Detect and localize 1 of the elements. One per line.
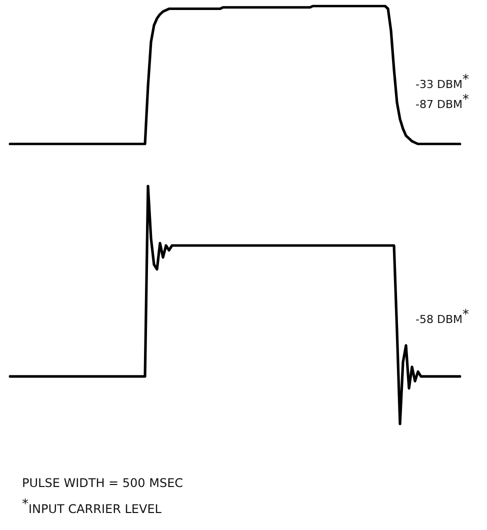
text: PULSE WIDTH = 500 MSEC [22,475,184,492]
